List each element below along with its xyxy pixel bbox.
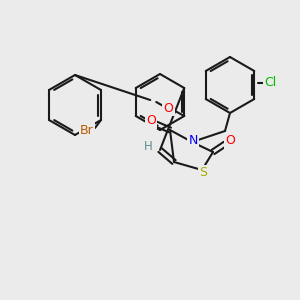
Text: Cl: Cl — [264, 76, 276, 89]
Text: H: H — [144, 140, 152, 154]
Text: O: O — [225, 134, 235, 148]
Text: O: O — [146, 115, 156, 128]
Text: S: S — [199, 167, 207, 179]
Text: Br: Br — [80, 124, 94, 136]
Text: O: O — [163, 101, 173, 115]
Text: N: N — [188, 134, 198, 146]
